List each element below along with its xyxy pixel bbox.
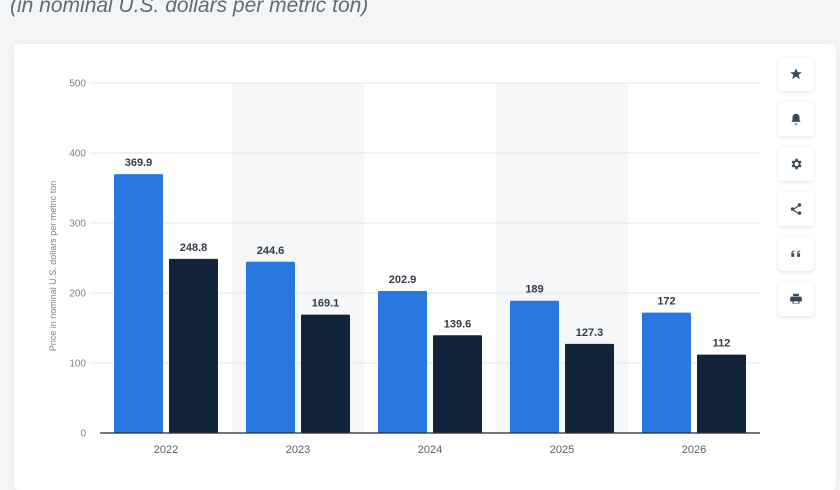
- print-button[interactable]: [778, 282, 814, 316]
- bar[interactable]: [114, 174, 163, 433]
- data-label: 189: [525, 284, 543, 296]
- favorite-button[interactable]: [778, 57, 814, 91]
- data-label: 127.3: [576, 327, 604, 339]
- bar[interactable]: [697, 354, 746, 433]
- settings-button[interactable]: [778, 147, 814, 181]
- x-tick-label: 2022: [154, 444, 178, 456]
- bar[interactable]: [301, 314, 350, 433]
- gear-icon: [791, 158, 802, 170]
- notification-button[interactable]: [778, 102, 814, 136]
- data-label: 112: [713, 338, 731, 350]
- chart-toolbar: [778, 57, 814, 327]
- data-label: 139.6: [444, 318, 472, 330]
- bar[interactable]: [642, 312, 691, 433]
- y-tick-label: 500: [69, 79, 86, 90]
- y-tick-label: 400: [69, 149, 86, 160]
- print-icon: [790, 293, 802, 304]
- bar-chart: 0 100 200 300 400 500 369.9 248.8 244.6 169.1 202…: [48, 79, 760, 456]
- bars: [114, 174, 746, 433]
- bar[interactable]: [246, 261, 295, 433]
- bar[interactable]: [510, 300, 559, 433]
- quote-icon: [791, 250, 801, 257]
- data-label: 169.1: [312, 298, 340, 310]
- bar[interactable]: [378, 290, 427, 433]
- x-tick-label: 2025: [550, 444, 574, 456]
- star-icon: [790, 68, 802, 80]
- y-tick-label: 300: [69, 219, 86, 230]
- x-tick-label: 2026: [682, 444, 706, 456]
- share-button[interactable]: [778, 192, 814, 226]
- cite-button[interactable]: [778, 237, 814, 271]
- y-axis-ticks: 0 100 200 300 400 500: [69, 79, 86, 440]
- data-label: 369.9: [125, 157, 153, 169]
- data-label: 248.8: [180, 242, 208, 254]
- chart-subtitle: (in nominal U.S. dollars per metric ton): [10, 0, 369, 17]
- y-tick-label: 200: [69, 289, 86, 300]
- data-label: 172: [657, 296, 675, 308]
- x-axis-ticks: 2022 2023 2024 2025 2026: [154, 444, 706, 456]
- y-tick-label: 0: [80, 429, 86, 440]
- data-labels: 369.9 248.8 244.6 169.1 202.9 139.6 189 127.3 17…: [125, 157, 731, 350]
- data-label: 202.9: [389, 274, 417, 286]
- share-icon: [790, 203, 802, 215]
- bar[interactable]: [169, 258, 218, 433]
- bar[interactable]: [433, 335, 482, 433]
- x-tick-label: 2023: [286, 444, 310, 456]
- bar[interactable]: [565, 343, 614, 433]
- y-tick-label: 100: [69, 359, 86, 370]
- data-label: 244.6: [257, 245, 285, 257]
- y-axis-label: Price in nominal U.S. dollars per metric…: [48, 181, 58, 352]
- bell-icon: [791, 113, 801, 125]
- x-tick-label: 2024: [418, 444, 442, 456]
